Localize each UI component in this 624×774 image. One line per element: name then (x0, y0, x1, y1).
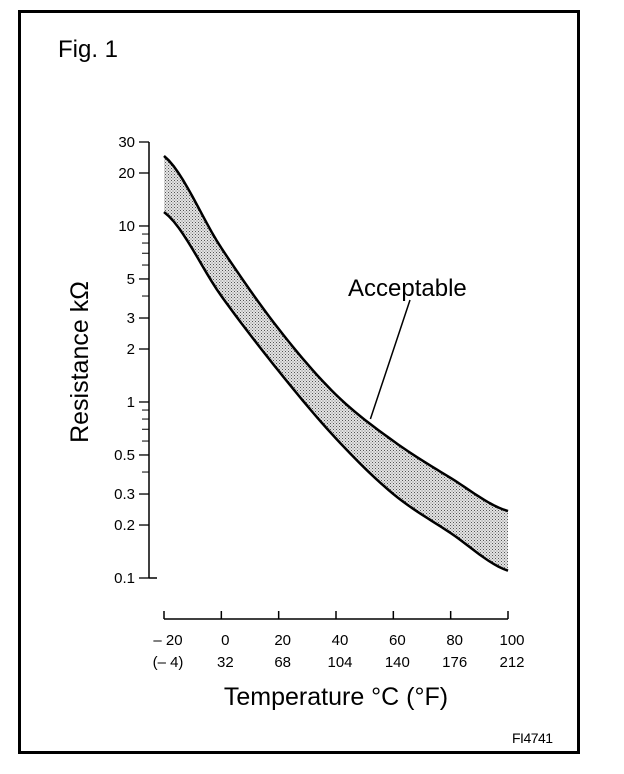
y-tick-label: 20 (118, 165, 135, 182)
y-tick-label: 0.5 (114, 447, 135, 464)
acceptable-pointer (369, 299, 411, 420)
x-tick-label-fahrenheit: 212 (499, 654, 524, 671)
figure-frame (18, 10, 580, 754)
x-tick-label-fahrenheit: 176 (442, 654, 467, 671)
x-tick-label-fahrenheit: 32 (217, 654, 234, 671)
x-axis-title: Temperature °C (°F) (224, 683, 448, 711)
y-tick-label: 1 (127, 394, 135, 411)
y-tick-label: 5 (127, 271, 135, 288)
y-tick-label: 3 (127, 310, 135, 327)
y-axis-title: Resistance kΩ (66, 281, 94, 443)
y-tick-label: 2 (127, 341, 135, 358)
x-tick-label-fahrenheit: 104 (327, 654, 352, 671)
x-tick-label-celsius: 40 (332, 632, 349, 649)
x-tick-label-celsius: 0 (221, 632, 229, 649)
upper-limit-line (163, 155, 509, 513)
x-tick-label-fahrenheit: (– 4) (153, 654, 184, 671)
x-tick-label-celsius: 60 (389, 632, 406, 649)
figure-code: FI4741 (512, 730, 553, 746)
x-tick-label-celsius: 20 (274, 632, 291, 649)
figure-label: Fig. 1 (58, 36, 119, 63)
x-tick-label-celsius: – 20 (153, 632, 182, 649)
y-tick-label: 0.1 (114, 570, 135, 587)
lower-limit-line (163, 211, 509, 572)
x-tick-label-celsius: 100 (499, 632, 524, 649)
x-tick-label-fahrenheit: 140 (385, 654, 410, 671)
y-tick-label: 0.2 (114, 517, 135, 534)
acceptable-label: Acceptable (348, 275, 467, 302)
y-tick-label: 0.3 (114, 486, 135, 503)
y-tick-label: 10 (118, 218, 135, 235)
x-tick-label-fahrenheit: 68 (274, 654, 291, 671)
acceptable-band (164, 155, 508, 571)
x-tick-label-celsius: 80 (446, 632, 463, 649)
y-tick-label: 30 (118, 134, 135, 151)
